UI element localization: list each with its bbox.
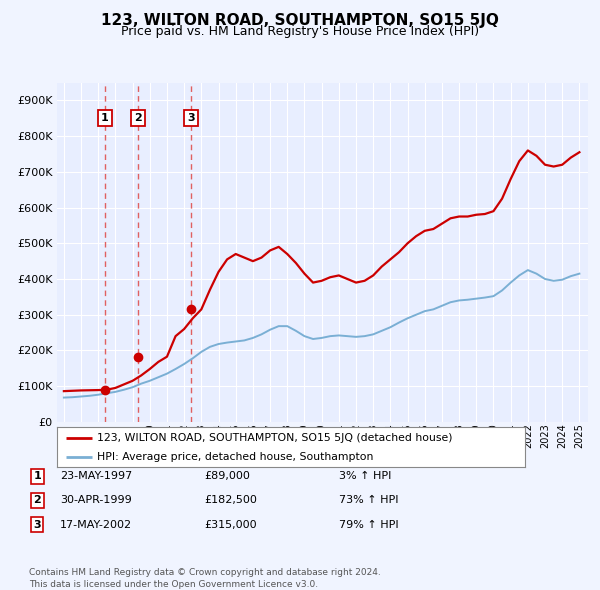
Text: 73% ↑ HPI: 73% ↑ HPI (339, 496, 398, 505)
Text: 1: 1 (34, 471, 41, 481)
Text: 17-MAY-2002: 17-MAY-2002 (60, 520, 132, 529)
Text: £182,500: £182,500 (204, 496, 257, 505)
Text: 2: 2 (134, 113, 142, 123)
Text: £89,000: £89,000 (204, 471, 250, 481)
Text: 23-MAY-1997: 23-MAY-1997 (60, 471, 132, 481)
Text: 3% ↑ HPI: 3% ↑ HPI (339, 471, 391, 481)
Text: 3: 3 (187, 113, 194, 123)
Text: Contains HM Land Registry data © Crown copyright and database right 2024.
This d: Contains HM Land Registry data © Crown c… (29, 568, 380, 589)
Text: 79% ↑ HPI: 79% ↑ HPI (339, 520, 398, 529)
Text: 2: 2 (34, 496, 41, 505)
Text: 123, WILTON ROAD, SOUTHAMPTON, SO15 5JQ: 123, WILTON ROAD, SOUTHAMPTON, SO15 5JQ (101, 13, 499, 28)
Text: 123, WILTON ROAD, SOUTHAMPTON, SO15 5JQ (detached house): 123, WILTON ROAD, SOUTHAMPTON, SO15 5JQ … (97, 434, 452, 444)
Text: HPI: Average price, detached house, Southampton: HPI: Average price, detached house, Sout… (97, 453, 373, 462)
Text: 1: 1 (101, 113, 109, 123)
Text: £315,000: £315,000 (204, 520, 257, 529)
Text: Price paid vs. HM Land Registry's House Price Index (HPI): Price paid vs. HM Land Registry's House … (121, 25, 479, 38)
Text: 3: 3 (34, 520, 41, 529)
Text: 30-APR-1999: 30-APR-1999 (60, 496, 132, 505)
